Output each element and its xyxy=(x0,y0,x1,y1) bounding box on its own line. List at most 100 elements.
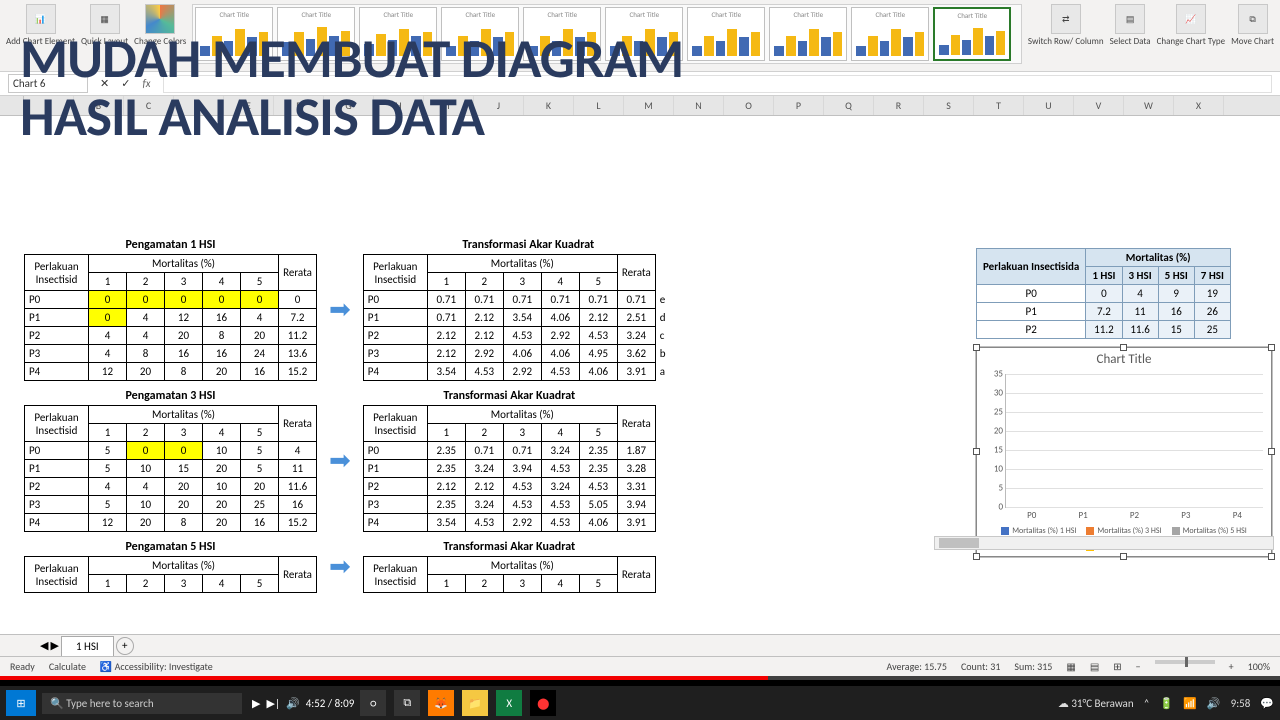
table-row[interactable]: P34816162413.6 xyxy=(25,345,317,363)
column-header[interactable]: F xyxy=(274,96,324,115)
chart-style-thumb[interactable]: Chart Title xyxy=(933,7,1011,61)
quick-layout-button[interactable]: ▦ Quick Layout xyxy=(81,4,128,47)
data-table[interactable]: PerlakuanInsectisidMortalitas (%)Rerata1… xyxy=(363,405,656,532)
taskbar-explorer-icon[interactable]: 📁 xyxy=(462,690,488,716)
table-row[interactable]: P05001054 xyxy=(25,442,317,460)
table-row[interactable]: P412208201615.2 xyxy=(25,363,317,381)
video-play-button[interactable]: ▶ xyxy=(252,697,260,710)
column-header[interactable]: N xyxy=(674,96,724,115)
chart-style-thumb[interactable]: Chart Title xyxy=(277,7,355,61)
table-row[interactable]: P22.122.124.533.244.533.31 xyxy=(363,478,655,496)
legend-item[interactable]: Mortalitas (%) 3 HSI xyxy=(1086,526,1161,536)
tray-volume-icon[interactable]: 🔊 xyxy=(1207,697,1221,710)
move-chart-button[interactable]: ⧉ Move Chart xyxy=(1231,4,1274,47)
new-sheet-button[interactable]: + xyxy=(116,637,134,655)
table-row[interactable]: P17.2111626 xyxy=(977,303,1231,321)
table-row[interactable]: P004919 xyxy=(977,285,1231,303)
column-header[interactable]: P xyxy=(774,96,824,115)
taskbar-excel-icon[interactable]: X xyxy=(496,690,522,716)
chart-style-thumb[interactable]: Chart Title xyxy=(769,7,847,61)
legend-item[interactable]: Mortalitas (%) 1 HSI xyxy=(1001,526,1076,536)
column-header[interactable]: A xyxy=(24,96,74,115)
chart-plot-area[interactable]: 05101520253035P0P1P2P3P4 xyxy=(1005,374,1263,508)
chart-style-thumb[interactable]: Chart Title xyxy=(441,7,519,61)
column-header[interactable]: V xyxy=(1074,96,1124,115)
change-colors-button[interactable]: Change Colors xyxy=(134,4,186,47)
formula-input[interactable] xyxy=(163,75,1272,93)
view-page-layout-icon[interactable]: ▤ xyxy=(1090,660,1099,673)
chart-style-thumb[interactable]: Chart Title xyxy=(523,7,601,61)
column-header[interactable]: L xyxy=(574,96,624,115)
taskbar-record-icon[interactable]: ⬤ xyxy=(530,690,556,716)
table-row[interactable]: P351020202516 xyxy=(25,496,317,514)
selection-table[interactable]: Perlakuan Insectisida Mortalitas (%) 1 H… xyxy=(976,248,1231,339)
table-row[interactable]: P15101520511 xyxy=(25,460,317,478)
column-header[interactable]: D xyxy=(174,96,224,115)
chart-style-thumb[interactable]: Chart Title xyxy=(605,7,683,61)
column-header[interactable]: T xyxy=(974,96,1024,115)
horizontal-scrollbar[interactable] xyxy=(934,536,1274,550)
chart-style-thumb[interactable]: Chart Title xyxy=(851,7,929,61)
switch-row-column-button[interactable]: ⇄ Switch Row/ Column xyxy=(1028,4,1104,47)
table-row[interactable]: P00.710.710.710.710.710.71e xyxy=(363,291,693,309)
column-header[interactable]: R xyxy=(874,96,924,115)
zoom-slider[interactable] xyxy=(1155,660,1215,664)
tray-wifi-icon[interactable]: 📶 xyxy=(1183,697,1197,710)
weather-widget[interactable]: ☁ 31°C Berawan xyxy=(1058,697,1134,710)
tray-battery-icon[interactable]: 🔋 xyxy=(1160,697,1174,710)
table-row[interactable]: P22.122.124.532.924.533.24c xyxy=(363,327,693,345)
table-row[interactable]: P43.544.532.924.534.063.91a xyxy=(363,363,693,381)
status-accessibility[interactable]: ♿ Accessibility: Investigate xyxy=(100,660,213,673)
column-header[interactable]: O xyxy=(724,96,774,115)
sheet-tab-active[interactable]: 1 HSI xyxy=(61,636,114,656)
table-row[interactable]: P02.350.710.713.242.351.87 xyxy=(363,442,655,460)
taskbar-firefox-icon[interactable]: 🦊 xyxy=(428,690,454,716)
table-row[interactable]: P0000000 xyxy=(25,291,317,309)
zoom-out-icon[interactable]: − xyxy=(1136,660,1141,673)
select-data-button[interactable]: ▤ Select Data xyxy=(1110,4,1151,47)
chart-style-gallery[interactable]: Chart Title Chart Title Chart Title Char… xyxy=(192,4,1022,64)
legend-item[interactable]: Mortalitas (%) 5 HSI xyxy=(1172,526,1247,536)
column-header[interactable]: I xyxy=(424,96,474,115)
column-header[interactable]: C xyxy=(124,96,174,115)
view-page-break-icon[interactable]: ⊞ xyxy=(1113,660,1121,673)
data-table[interactable]: PerlakuanInsectisidMortalitas (%)Rerata1… xyxy=(24,254,317,381)
sheet-nav-prev[interactable]: ◀ xyxy=(40,639,48,652)
table-row[interactable]: P32.122.924.064.064.953.62b xyxy=(363,345,693,363)
table-row[interactable]: P104121647.2 xyxy=(25,309,317,327)
embedded-chart[interactable]: Chart Title 05101520253035P0P1P2P3P4 Mor… xyxy=(976,347,1272,557)
table-row[interactable]: P211.211.61525 xyxy=(977,321,1231,339)
change-chart-type-button[interactable]: 📈 Change Chart Type xyxy=(1157,4,1226,47)
data-table[interactable]: PerlakuanInsectisidMortalitas (%)Rerata1… xyxy=(24,405,317,532)
column-header[interactable]: B xyxy=(74,96,124,115)
taskbar-search[interactable]: 🔍 Type here to search xyxy=(42,693,242,714)
column-header[interactable]: M xyxy=(624,96,674,115)
table-row[interactable]: P43.544.532.924.534.063.91 xyxy=(363,514,655,532)
fx-icon[interactable]: fx xyxy=(142,77,150,90)
column-header[interactable]: Q xyxy=(824,96,874,115)
column-header[interactable]: H xyxy=(374,96,424,115)
add-chart-element-button[interactable]: 📊 Add Chart Element xyxy=(6,4,75,47)
tray-notifications-icon[interactable]: 💬 xyxy=(1260,697,1274,710)
column-header[interactable]: S xyxy=(924,96,974,115)
video-next-button[interactable]: ▶| xyxy=(266,697,280,710)
start-button[interactable]: ⊞ xyxy=(6,690,36,716)
table-row[interactable]: P24420102011.6 xyxy=(25,478,317,496)
taskbar-cortana-icon[interactable]: ○ xyxy=(360,690,386,716)
column-header[interactable]: G xyxy=(324,96,374,115)
column-header[interactable]: J xyxy=(474,96,524,115)
video-volume-icon[interactable]: 🔊 xyxy=(286,697,300,710)
tray-chevron-icon[interactable]: ˄ xyxy=(1144,697,1150,710)
zoom-level[interactable]: 100% xyxy=(1248,660,1270,673)
table-row[interactable]: P2442082011.2 xyxy=(25,327,317,345)
chart-style-thumb[interactable]: Chart Title xyxy=(687,7,765,61)
enter-icon[interactable]: ✓ xyxy=(121,77,130,90)
name-box[interactable]: Chart 6 xyxy=(8,74,88,93)
column-header[interactable]: W xyxy=(1124,96,1174,115)
table-row[interactable]: P10.712.123.544.062.122.51d xyxy=(363,309,693,327)
worksheet[interactable]: Pengamatan 1 HSIPerlakuanInsectisidMorta… xyxy=(0,116,1280,636)
cancel-icon[interactable]: ✕ xyxy=(100,77,109,90)
data-table[interactable]: PerlakuanInsectisidMortalitas (%)Rerata1… xyxy=(24,556,317,593)
chart-style-thumb[interactable]: Chart Title xyxy=(359,7,437,61)
column-header[interactable]: X xyxy=(1174,96,1224,115)
